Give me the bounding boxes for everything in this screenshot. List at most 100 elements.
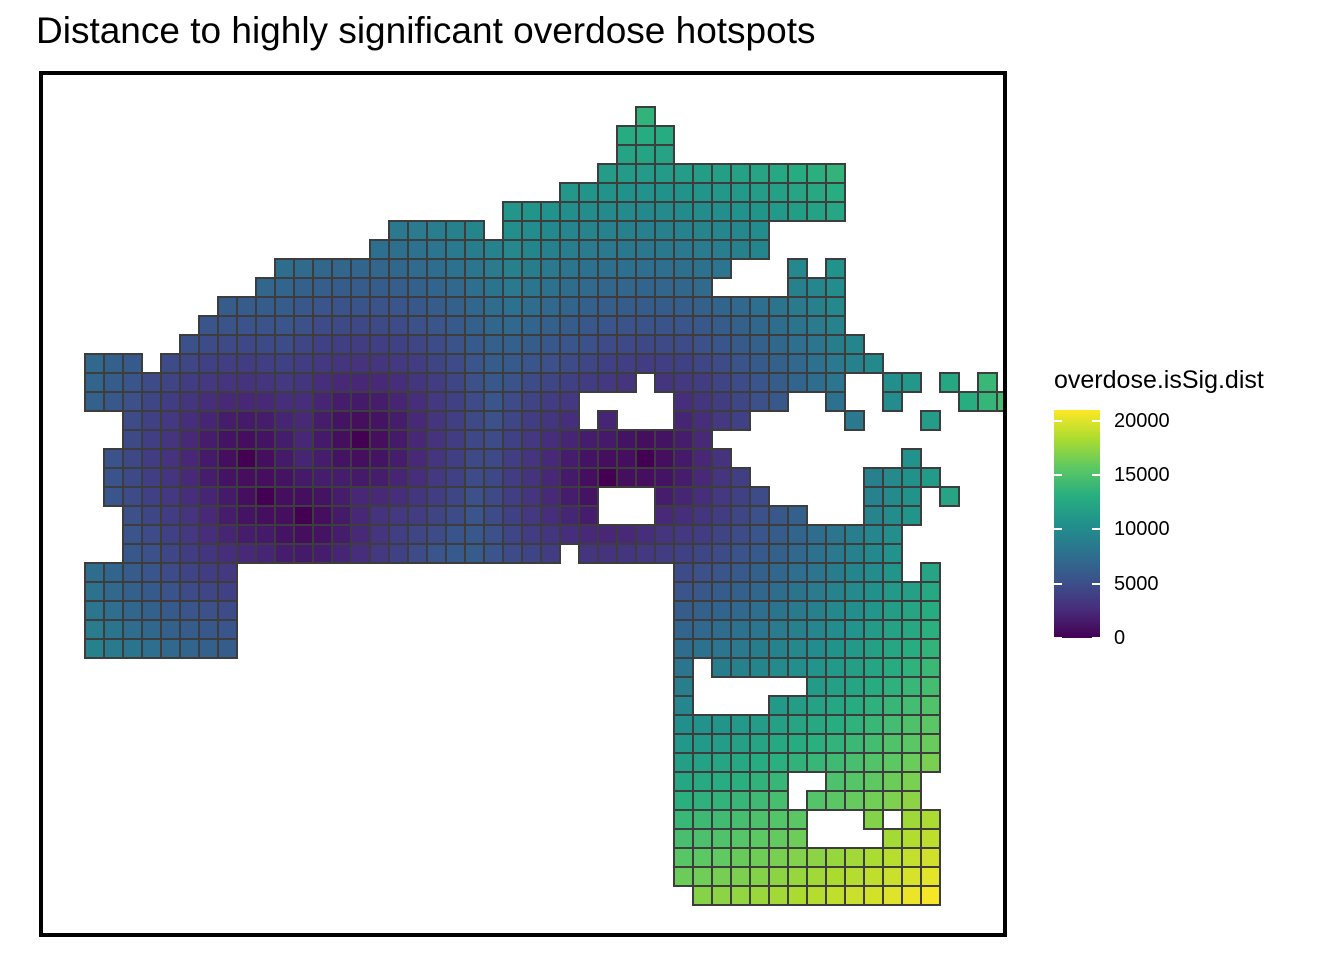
grid-cell	[673, 695, 694, 716]
grid-cell	[768, 619, 789, 640]
grid-cell	[236, 296, 257, 317]
grid-cell	[217, 619, 238, 640]
grid-cell	[825, 581, 846, 602]
grid-cell	[597, 334, 618, 355]
grid-cell	[825, 562, 846, 583]
grid-cell	[863, 733, 884, 754]
grid-cell	[464, 429, 485, 450]
grid-cell	[388, 239, 409, 260]
grid-cell	[692, 163, 713, 184]
grid-cell	[882, 866, 903, 887]
grid-cell	[312, 391, 333, 412]
grid-cell	[122, 562, 143, 583]
grid-cell	[331, 486, 352, 507]
grid-cell	[882, 372, 903, 393]
grid-cell	[521, 391, 542, 412]
grid-cell	[692, 353, 713, 374]
grid-cell	[730, 657, 751, 678]
grid-cell	[407, 505, 428, 526]
grid-cell	[331, 372, 352, 393]
grid-cell	[863, 486, 884, 507]
grid-cell	[654, 524, 675, 545]
grid-cell	[749, 505, 770, 526]
grid-cell	[692, 372, 713, 393]
grid-cell	[806, 714, 827, 735]
grid-cell	[730, 581, 751, 602]
grid-cell	[882, 771, 903, 792]
grid-cell	[768, 543, 789, 564]
grid-cell	[350, 277, 371, 298]
grid-cell	[730, 847, 751, 868]
grid-cell	[445, 258, 466, 279]
grid-cell	[578, 524, 599, 545]
grid-cell	[844, 562, 865, 583]
grid-cell	[787, 828, 808, 849]
grid-cell	[103, 638, 124, 659]
grid-cell	[255, 486, 276, 507]
grid-cell	[502, 505, 523, 526]
grid-cell	[483, 543, 504, 564]
grid-cell	[825, 543, 846, 564]
grid-cell	[350, 334, 371, 355]
grid-cell	[122, 391, 143, 412]
grid-cell	[863, 467, 884, 488]
grid-cell	[692, 524, 713, 545]
grid-cell	[768, 562, 789, 583]
grid-cell	[673, 315, 694, 336]
grid-cell	[692, 391, 713, 412]
grid-cell	[559, 277, 580, 298]
grid-cell	[882, 486, 903, 507]
grid-cell	[673, 220, 694, 241]
grid-cell	[825, 353, 846, 374]
grid-cell	[84, 638, 105, 659]
grid-cell	[749, 239, 770, 260]
grid-cell	[692, 448, 713, 469]
grid-cell	[84, 372, 105, 393]
grid-cell	[635, 239, 656, 260]
grid-cell	[502, 543, 523, 564]
grid-cell	[730, 334, 751, 355]
grid-cell	[559, 334, 580, 355]
grid-cell	[730, 771, 751, 792]
grid-cell	[483, 277, 504, 298]
grid-cell	[844, 334, 865, 355]
grid-cell	[635, 334, 656, 355]
grid-cell	[882, 524, 903, 545]
grid-cell	[331, 258, 352, 279]
grid-cell	[274, 543, 295, 564]
grid-cell	[521, 448, 542, 469]
grid-cell	[787, 581, 808, 602]
grid-cell	[331, 315, 352, 336]
grid-cell	[350, 524, 371, 545]
grid-cell	[141, 600, 162, 621]
grid-cell	[540, 524, 561, 545]
grid-cell	[692, 277, 713, 298]
fishnet-grid-map	[84, 106, 1003, 906]
grid-cell	[654, 239, 675, 260]
grid-cell	[768, 391, 789, 412]
grid-cell	[578, 277, 599, 298]
grid-cell	[863, 771, 884, 792]
grid-cell	[844, 885, 865, 906]
grid-cell	[844, 676, 865, 697]
grid-cell	[711, 885, 732, 906]
grid-cell	[160, 429, 181, 450]
grid-cell	[768, 201, 789, 222]
grid-cell	[635, 163, 656, 184]
grid-cell	[521, 239, 542, 260]
grid-cell	[179, 581, 200, 602]
grid-cell	[787, 809, 808, 830]
grid-cell	[426, 239, 447, 260]
grid-cell	[483, 334, 504, 355]
grid-cells	[84, 106, 1003, 906]
grid-cell	[350, 353, 371, 374]
grid-cell	[673, 733, 694, 754]
grid-cell	[407, 486, 428, 507]
grid-cell	[217, 391, 238, 412]
grid-cell	[141, 429, 162, 450]
grid-cell	[179, 505, 200, 526]
grid-cell	[616, 467, 637, 488]
grid-cell	[806, 562, 827, 583]
grid-cell	[787, 562, 808, 583]
grid-cell	[692, 733, 713, 754]
